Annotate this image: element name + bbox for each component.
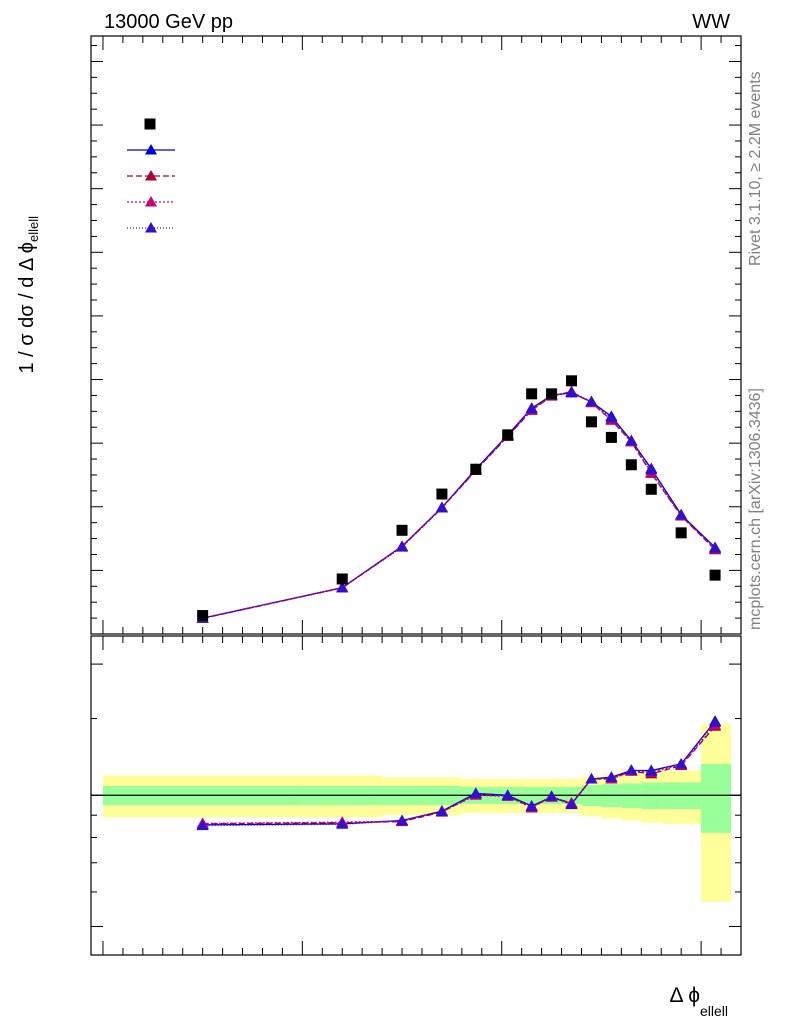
legend-atlas-marker (144, 118, 156, 130)
main-ylabel: 1 / σ dσ / d Δ ϕellell (16, 216, 41, 374)
ratio-panel: Δ ϕellell (90, 635, 742, 1019)
main-series-2-line (202, 391, 716, 619)
main-series-3-point (435, 502, 448, 513)
main-series-3-point (709, 542, 722, 553)
atlas-data-point (436, 488, 448, 500)
ratio-series-2-line (202, 724, 716, 825)
main-series-0-line (202, 392, 716, 619)
main-ylabel-text: 1 / σ dσ / d Δ ϕ (16, 242, 38, 374)
header-right-label: WW (692, 11, 730, 33)
main-series-1-line (202, 390, 716, 620)
atlas-data-point (709, 569, 721, 581)
ratio-series-3-point (196, 819, 209, 831)
xlabel: Δ ϕ (670, 984, 700, 1007)
atlas-data-point (605, 431, 617, 443)
main-series-3-point (675, 509, 688, 520)
main-series-3-point (565, 386, 578, 397)
ratio-series-3-point (396, 814, 409, 826)
atlas-data-point (396, 524, 408, 536)
atlas-data-point (526, 388, 538, 400)
xlabel-text: Δ ϕ (670, 984, 700, 1007)
ratio-series-3-point (625, 764, 638, 775)
uncertainty-band-green (701, 763, 732, 833)
xlabel-subscript: ellell (700, 1003, 728, 1019)
atlas-data-point (675, 527, 687, 539)
legend-series-1-marker (145, 170, 157, 181)
main-series-3-point (605, 411, 618, 423)
main-series-3-point (336, 581, 349, 593)
main-series-3-point (525, 402, 538, 414)
ratio-series-3-point (469, 787, 482, 799)
main-series-3-line (202, 391, 716, 620)
main-series-3-point (645, 463, 658, 475)
ratio-series-3-point (501, 789, 514, 801)
atlas-data-point (197, 610, 209, 622)
ratio-series-3-point (435, 805, 448, 816)
ratio-series-3-point (585, 772, 598, 784)
legend-series-2-marker (145, 196, 157, 207)
atlas-data-point (585, 416, 597, 428)
main-series-3-point (625, 434, 638, 446)
ratio-series-3-point (525, 800, 538, 812)
main-series-3-point (585, 395, 598, 406)
ratio-series-3-line (202, 721, 716, 827)
legend-series-0-marker (145, 144, 157, 155)
main-series-3-point (396, 541, 409, 552)
atlas-data-point (566, 375, 578, 387)
main-ylabel-subscript: ellell (26, 216, 41, 242)
legend-series-3-marker (145, 222, 157, 233)
atlas-data-point (645, 483, 657, 495)
ratio-series-3-point (605, 771, 618, 782)
header-left-label: 13000 GeV pp (104, 11, 233, 33)
atlas-data-point (625, 459, 637, 471)
ratio-series-3-point (645, 765, 658, 776)
ratio-series-3-point (675, 757, 688, 769)
mcplots-label: mcplots.cern.ch [arXiv:1306.3436] (747, 388, 764, 630)
ratio-series-3-point (709, 716, 722, 727)
atlas-data-point (546, 388, 558, 400)
atlas-data-point (470, 463, 482, 475)
atlas-data-point (336, 573, 348, 585)
rivet-label: Rivet 3.1.10, ≥ 2.2M events (747, 71, 764, 266)
main-panel: 1 / σ dσ / d Δ ϕellell (16, 35, 742, 635)
ratio-series-3-point (545, 790, 558, 801)
ratio-series-3-point (565, 798, 578, 810)
atlas-data-point (502, 429, 514, 441)
main-frame (90, 35, 742, 635)
ratio-series-3-point (336, 818, 349, 829)
